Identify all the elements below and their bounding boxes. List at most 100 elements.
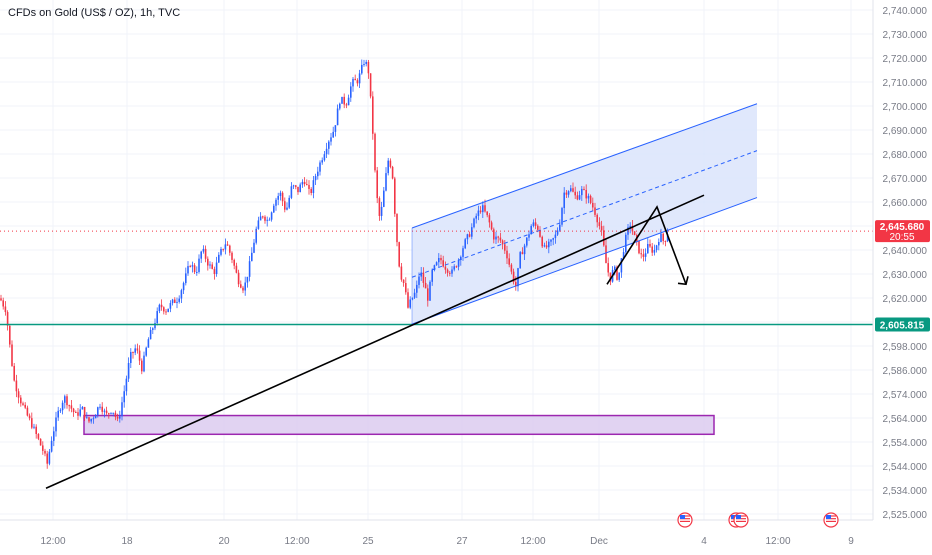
candle-body: [167, 308, 169, 312]
candle-body: [559, 224, 561, 231]
candle-body: [240, 284, 242, 288]
candle-body: [451, 269, 453, 274]
candle-body: [655, 245, 658, 250]
candle-body: [510, 264, 513, 272]
candle-body: [33, 426, 35, 428]
candle-body: [165, 311, 167, 313]
candle-body: [486, 211, 488, 216]
candle-body: [86, 417, 88, 419]
candle-body: [365, 61, 367, 65]
candle-body: [576, 195, 579, 200]
candle-body: [427, 288, 429, 301]
candle-body: [358, 73, 361, 84]
candle-body: [477, 210, 480, 216]
projection-path: [606, 205, 687, 285]
candle-body: [385, 173, 387, 191]
candle-body: [321, 160, 323, 163]
candle-body: [411, 297, 414, 300]
candle-body: [143, 355, 145, 372]
candle-body: [48, 451, 51, 464]
candle-body: [607, 263, 609, 273]
candle-body: [70, 405, 73, 409]
candle-body: [565, 192, 568, 195]
candle-body: [592, 202, 594, 208]
last-price-tag: [875, 220, 930, 243]
candle-body: [449, 272, 451, 274]
candle-body: [306, 184, 308, 186]
us-flag-icon[interactable]: [677, 512, 693, 528]
candle-body: [402, 279, 405, 284]
candle-body: [631, 225, 634, 232]
candle-body: [273, 205, 275, 213]
candle-body: [158, 304, 161, 312]
candle-body: [618, 272, 620, 280]
candle-body: [495, 236, 497, 240]
candle-body: [530, 225, 532, 235]
candle-body: [589, 195, 592, 203]
candle-body: [90, 418, 92, 422]
x-tick-label: 12:00: [520, 536, 545, 547]
candle-body: [209, 264, 211, 266]
candle-body: [213, 268, 216, 274]
candle-body: [578, 195, 581, 200]
us-flag-icon[interactable]: [823, 512, 839, 528]
candle-body: [226, 244, 229, 246]
trendline: [45, 194, 705, 489]
candle-body: [330, 137, 332, 142]
candle-body: [440, 258, 442, 261]
candle-body: [653, 249, 656, 253]
candle-body: [202, 248, 205, 252]
candle-body: [394, 178, 396, 214]
candle-body: [145, 347, 147, 356]
candle-body: [501, 240, 504, 245]
candle-body: [110, 412, 112, 414]
candle-body: [88, 417, 90, 422]
candle-body: [44, 450, 46, 454]
candle-body: [288, 197, 290, 208]
candle-body: [79, 409, 81, 416]
candle-body: [187, 266, 189, 274]
candle-body: [455, 266, 458, 268]
candle-body: [198, 258, 200, 272]
candle-body: [290, 186, 293, 198]
candle-body: [0, 298, 2, 301]
candle-body: [471, 227, 473, 237]
candle-body: [532, 222, 535, 226]
candle-body: [526, 237, 528, 246]
candle-body: [297, 186, 299, 193]
candle-body: [378, 198, 381, 216]
candle-body: [521, 252, 524, 255]
candle-body: [130, 352, 132, 363]
candle-body: [114, 412, 117, 417]
candle-body: [171, 299, 174, 304]
candle-body: [178, 298, 180, 302]
x-tick-label: 9: [848, 536, 854, 547]
candle-body: [391, 166, 394, 179]
candle-body: [396, 213, 398, 243]
candle-body: [420, 272, 422, 277]
candle-body: [31, 418, 33, 428]
candle-body: [191, 265, 194, 267]
projection-arrowhead: [677, 276, 689, 286]
candle-body: [570, 188, 572, 192]
candle-body: [141, 360, 143, 372]
candle-body: [275, 199, 277, 206]
candle-body: [4, 306, 7, 313]
candle-body: [660, 233, 662, 242]
candle-body: [97, 407, 99, 416]
candle-body: [649, 244, 651, 247]
candle-body: [341, 96, 343, 104]
candle-body: [277, 195, 279, 200]
candle-body: [658, 241, 660, 246]
candle-body: [286, 207, 288, 210]
x-tick-label: 27: [456, 536, 468, 547]
candle-body: [622, 252, 625, 259]
candle-body: [242, 287, 244, 291]
us-flag-icon[interactable]: [733, 512, 749, 528]
y-tick-label: 2,710.000: [883, 78, 928, 89]
x-tick-label: 18: [121, 536, 133, 547]
candle-body: [563, 192, 565, 209]
candle-body: [215, 262, 218, 274]
